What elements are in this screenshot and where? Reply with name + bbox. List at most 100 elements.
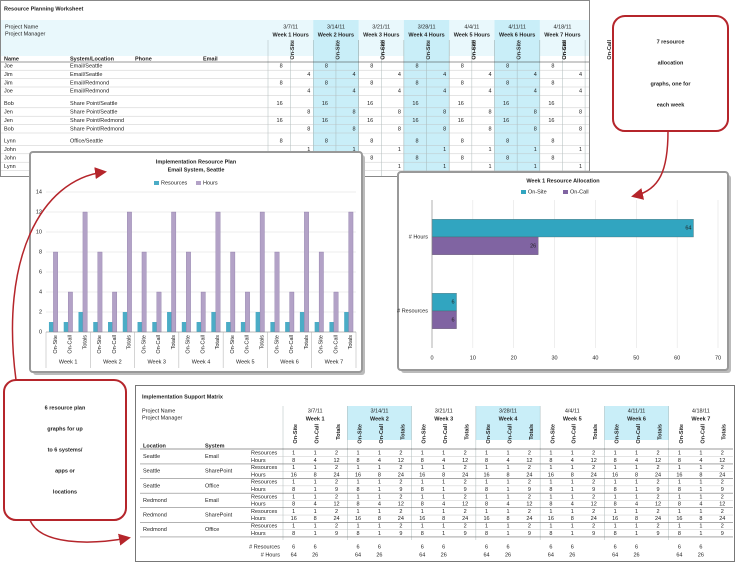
cell-value: 2 <box>335 509 338 515</box>
sub-header: Totals <box>529 424 535 440</box>
cell-value: 8 <box>579 126 582 132</box>
cell-value: 9 <box>528 487 531 493</box>
week-label: Week 4 Hours <box>408 32 444 38</box>
cell-value: 2 <box>592 480 595 486</box>
bar <box>299 312 305 332</box>
cell-value: 16 <box>419 472 425 478</box>
cell-value: 1 <box>488 147 491 153</box>
cell-value: 9 <box>464 531 467 537</box>
cell-value: 24 <box>591 472 597 478</box>
callout-text: to 6 systems/ <box>48 447 83 453</box>
week-date: 4/4/11 <box>565 408 580 414</box>
cell-value: 8 <box>356 458 359 464</box>
cell-value: 1 <box>699 487 702 493</box>
cell-value: 1 <box>579 164 582 170</box>
sub-header: On-Site <box>422 424 428 444</box>
bar <box>122 312 128 332</box>
cell-value: 1 <box>571 523 574 529</box>
cell-value: 8 <box>571 516 574 522</box>
row-location: Seattle <box>143 469 160 475</box>
x-tick-label: 0 <box>430 355 433 361</box>
cell-value: 8 <box>579 109 582 115</box>
cell-value: 12 <box>526 502 532 508</box>
cell-value: 1 <box>614 494 617 500</box>
cell-value: 1 <box>292 465 295 471</box>
cell-value: 16 <box>367 101 373 107</box>
cell-value: 4 <box>378 458 381 464</box>
cell-value: 1 <box>699 523 702 529</box>
cell-value: 8 <box>635 516 638 522</box>
cell-value: 24 <box>719 472 725 478</box>
x-tick-label: On-Call <box>245 335 251 354</box>
week-highlight <box>475 406 541 440</box>
cell-value: 1 <box>485 480 488 486</box>
week-highlight <box>347 406 412 440</box>
cell-value: 8 <box>325 63 328 69</box>
cell-value: 12 <box>334 458 340 464</box>
bar <box>344 312 349 332</box>
cell-value: 12 <box>591 502 597 508</box>
legend-label: Resources <box>161 180 188 186</box>
row-system: SharePoint <box>205 513 233 519</box>
total-value: 6 <box>421 544 424 550</box>
total-value: 6 <box>485 544 488 550</box>
total-value: 64 <box>419 552 425 558</box>
chart-title: Implementation Resource Plan <box>156 159 237 165</box>
column-header: Name <box>4 56 19 62</box>
sub-header: On-Call <box>636 424 642 444</box>
cell-value: 2 <box>528 523 531 529</box>
cell-value: 16 <box>548 516 554 522</box>
cell-value: 4 <box>635 458 638 464</box>
row-name: Jim <box>4 72 13 78</box>
arrow <box>29 519 131 546</box>
cell-value: 4 <box>534 89 537 95</box>
week-date: 3/14/11 <box>327 24 345 30</box>
x-tick-label: On-Site <box>274 335 280 354</box>
cell-value: 4 <box>488 72 491 78</box>
cell-value: 1 <box>378 450 381 456</box>
week-label: Week 7 <box>691 416 710 422</box>
bar <box>97 251 103 333</box>
cell-value: 1 <box>421 523 424 529</box>
cell-value: 8 <box>443 109 446 115</box>
cell-value: 1 <box>699 531 702 537</box>
cell-value: 1 <box>292 450 295 456</box>
cell-value: 8 <box>485 487 488 493</box>
bar <box>82 211 88 333</box>
cell-value: 1 <box>579 147 582 153</box>
cell-value: 16 <box>322 118 328 124</box>
x-tick-label: On-Site <box>97 335 103 354</box>
cell-value: 16 <box>548 101 554 107</box>
cell-value: 8 <box>370 80 373 86</box>
row-system: Office <box>205 483 219 489</box>
column-header: Phone <box>135 56 152 62</box>
cell-value: 1 <box>614 450 617 456</box>
callout-text: graphs for up <box>47 426 83 432</box>
bar <box>156 291 162 333</box>
cell-value: 24 <box>398 472 404 478</box>
cell-value: 1 <box>635 509 638 515</box>
cell-value: 1 <box>398 164 401 170</box>
row-name: Joe <box>4 63 13 69</box>
bar <box>318 251 324 333</box>
cell-value: 4 <box>443 72 446 78</box>
cell-value: 8 <box>356 487 359 493</box>
cell-value: 8 <box>307 109 310 115</box>
cell-value: 9 <box>656 487 659 493</box>
column-header: System <box>205 443 225 449</box>
bar <box>304 211 309 333</box>
cell-value: 2 <box>721 480 724 486</box>
cell-value: 2 <box>592 509 595 515</box>
cell-value: 4 <box>443 89 446 95</box>
sub-header: On-Call <box>315 424 321 444</box>
cell-value: 1 <box>678 465 681 471</box>
callout-box <box>612 15 729 132</box>
total-value: 26 <box>505 552 511 558</box>
cell-value: 1 <box>699 494 702 500</box>
bar <box>226 322 231 332</box>
cell-value: 2 <box>656 480 659 486</box>
bar <box>127 211 132 333</box>
cell-value: 2 <box>656 494 659 500</box>
cell-value: 12 <box>591 458 597 464</box>
cell-value: 1 <box>485 523 488 529</box>
